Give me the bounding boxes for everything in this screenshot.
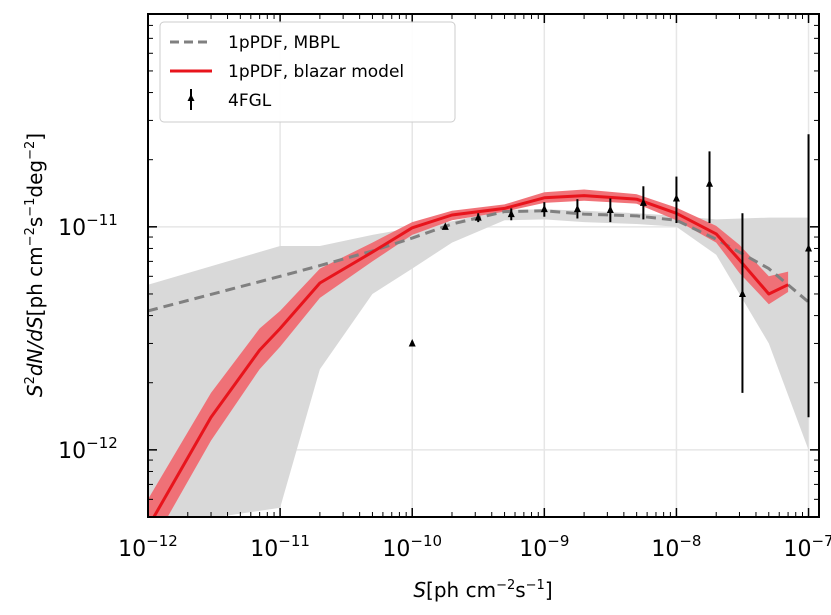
y-tick-exp: −11 <box>86 211 118 229</box>
fgl-marker <box>507 209 515 218</box>
plot-frame <box>147 13 820 518</box>
x-tick-label: 10−12 <box>118 532 178 562</box>
fgl-marker <box>474 213 482 221</box>
fgl-marker <box>672 193 680 202</box>
x-tick-base: 10 <box>519 537 547 562</box>
legend: 1pPDF, MBPL 1pPDF, blazar model 4FGL <box>159 21 456 123</box>
fgl-marker <box>441 222 449 230</box>
x-tick-label: 10−8 <box>651 532 701 562</box>
y-axis-unit-deg: deg <box>23 160 47 198</box>
y-axis-symbol: S <box>23 384 47 397</box>
fgl-marker <box>606 205 614 213</box>
x-tick-exp: −12 <box>146 532 178 550</box>
fgl-marker <box>738 289 746 297</box>
fgl-marker <box>805 243 813 252</box>
fgl-marker <box>573 204 581 213</box>
blazar-line <box>152 194 789 517</box>
uncertainty-bands <box>148 189 809 517</box>
y-axis-symbol-exp: 2 <box>23 376 38 384</box>
fgl-marker <box>408 338 416 347</box>
x-tick-exp: −10 <box>410 532 442 550</box>
x-tick-exp: −9 <box>547 532 569 550</box>
y-tick-label: 10−11 <box>58 211 118 241</box>
legend-box <box>159 21 456 123</box>
x-axis-unit: [ph cm <box>426 578 496 602</box>
y-axis-unit-exp3: −2 <box>23 141 38 160</box>
x-tick-base: 10 <box>783 537 811 562</box>
x-axis-unit-close: ] <box>545 578 553 602</box>
x-tick-base: 10 <box>382 537 410 562</box>
y-axis-label: S2dN/dS[ph cm−2s−1deg−2] <box>23 133 47 397</box>
x-tick-base: 10 <box>250 537 278 562</box>
y-axis-unit: [ph cm <box>23 246 47 316</box>
x-tick-base: 10 <box>118 537 146 562</box>
x-axis-symbol: S <box>413 578 426 602</box>
y-tick-exp: −12 <box>86 434 118 452</box>
y-axis-derivative: dN/dS <box>23 316 47 376</box>
legend-4fgl-marker <box>187 94 195 101</box>
y-tick-label: 10−12 <box>58 434 118 464</box>
legend-blazar-label: 1pPDF, blazar model <box>228 62 404 82</box>
x-tick-exp: −11 <box>278 532 310 550</box>
x-tick-exp: −8 <box>679 532 701 550</box>
x-tick-exp: −7 <box>811 532 831 550</box>
fgl-marker <box>706 179 714 187</box>
y-axis-unit-s: s <box>23 217 47 227</box>
x-tick-label: 10−7 <box>783 532 831 562</box>
legend-mbpl-label: 1pPDF, MBPL <box>228 33 340 53</box>
legend-4fgl-label: 4FGL <box>228 91 272 111</box>
x-tick-label: 10−11 <box>250 532 310 562</box>
y-axis-unit-exp1: −2 <box>23 227 38 246</box>
series-lines <box>148 194 810 517</box>
x-axis-unit-exp1: −2 <box>496 578 515 593</box>
x-tick-label: 10−9 <box>519 532 569 562</box>
y-tick-base: 10 <box>58 216 86 241</box>
x-tick-label: 10−10 <box>382 532 442 562</box>
fgl-marker <box>540 204 548 213</box>
data-points <box>408 134 813 418</box>
x-axis-unit-exp2: −1 <box>526 578 545 593</box>
axis-ticks <box>147 14 819 517</box>
fgl-marker <box>639 198 647 206</box>
x-axis-unit-s: s <box>515 578 525 602</box>
y-axis-unit-exp2: −1 <box>23 198 38 217</box>
y-axis-unit-close: ] <box>23 133 47 141</box>
x-tick-base: 10 <box>651 537 679 562</box>
mbpl-line <box>148 209 810 313</box>
x-axis-label: S[ph cm−2s−1] <box>413 578 552 602</box>
y-tick-base: 10 <box>58 439 86 464</box>
